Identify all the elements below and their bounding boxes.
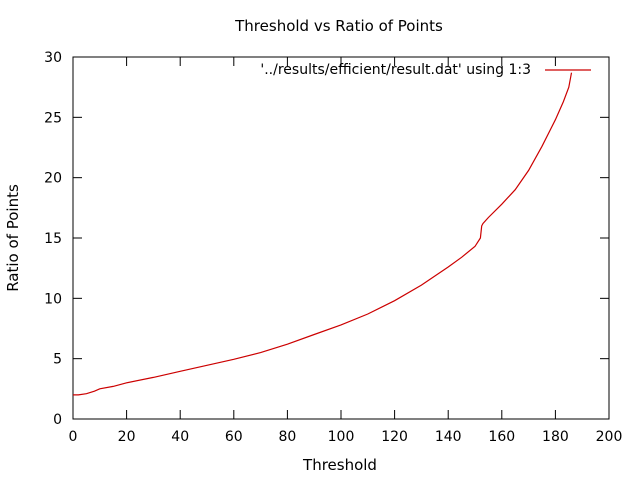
series-layer [73,72,573,396]
y-tick-label: 25 [44,110,62,126]
y-tick-label: 0 [53,412,62,428]
x-tick-label: 60 [225,429,243,445]
x-tick-label: 200 [596,429,623,445]
y-tick-label: 5 [53,352,62,368]
x-tick-label: 0 [69,429,78,445]
x-tick-label: 100 [328,429,355,445]
y-tick-label: 20 [44,171,62,187]
chart-title: Threshold vs Ratio of Points [234,17,443,35]
y-tick-label: 15 [44,231,62,247]
x-axis-label: Threshold [302,456,377,474]
y-tick-label: 30 [44,50,62,66]
ticks: 0 20 40 60 80 100 120 140 160 180 200 0 5 10 15 20 25 30 [44,50,622,445]
x-tick-label: 40 [171,429,189,445]
x-tick-label: 80 [278,429,296,445]
legend: '../results/efficient/result.dat' using … [260,62,591,78]
x-tick-label: 140 [435,429,462,445]
x-tick-label: 20 [118,429,136,445]
x-tick-label: 160 [488,429,515,445]
y-tick-label: 10 [44,291,62,307]
x-tick-label: 120 [381,429,408,445]
y-axis-label: Ratio of Points [4,184,22,292]
x-tick-label: 180 [542,429,569,445]
legend-label: '../results/efficient/result.dat' using … [260,62,531,78]
series-line [73,72,573,396]
plot-frame [72,56,610,420]
